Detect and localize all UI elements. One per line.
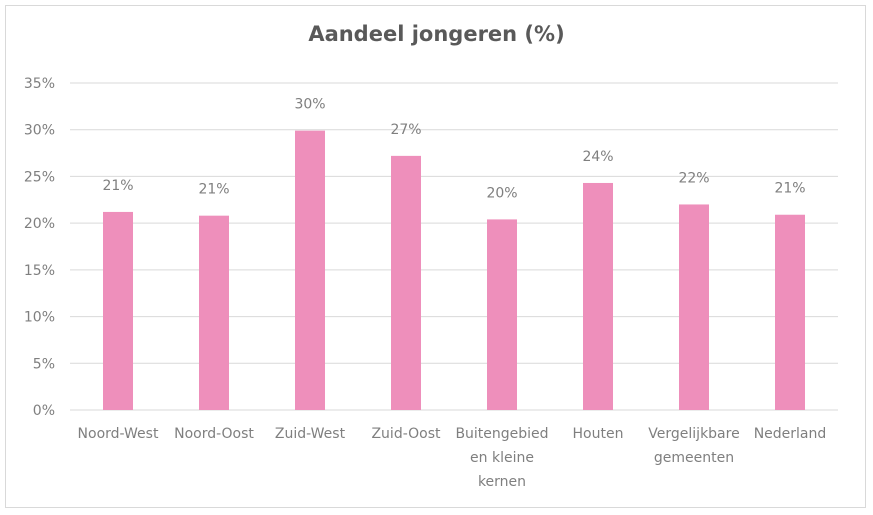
category-label: Vergelijkbare [648, 426, 739, 442]
data-label: 21% [774, 181, 805, 197]
y-tick-label: 0% [33, 403, 55, 419]
category-label: Noord-Oost [174, 426, 254, 442]
data-label: 24% [582, 149, 613, 165]
y-tick-label: 10% [24, 310, 55, 326]
y-axis-tick-labels: 0% 5% 10% 15% 20% 25% 30% 35% [24, 76, 55, 419]
category-label: Houten [573, 426, 624, 442]
y-tick-label: 15% [24, 263, 55, 279]
category-label: Nederland [754, 426, 827, 442]
bar [775, 214, 805, 410]
bar [679, 204, 709, 410]
data-label: 21% [198, 182, 229, 198]
bars [103, 130, 805, 411]
category-label: Noord-West [78, 426, 159, 442]
chart-frame [5, 5, 866, 508]
data-label: 22% [678, 170, 709, 186]
bar [103, 211, 133, 410]
category-label: Zuid-Oost [371, 426, 441, 442]
category-label: Zuid-West [275, 426, 346, 442]
data-label: 27% [390, 122, 421, 138]
y-tick-label: 35% [24, 76, 55, 92]
bar [199, 215, 229, 410]
category-labels: Noord-West Noord-Oost Zuid-West Zuid-Oost Bu… [78, 426, 827, 490]
data-labels: 21% 21% 30% 27% 20% 24% 22% 21% [102, 97, 805, 202]
data-label: 21% [102, 178, 133, 194]
data-label: 20% [486, 185, 517, 201]
y-tick-label: 5% [33, 356, 55, 372]
y-tick-label: 20% [24, 216, 55, 232]
gridlines [70, 82, 838, 411]
data-label: 30% [294, 97, 325, 113]
bar [583, 182, 613, 410]
y-tick-label: 30% [24, 123, 55, 139]
category-label: gemeenten [654, 450, 734, 466]
chart-title: Aandeel jongeren (%) [308, 22, 565, 46]
y-tick-label: 25% [24, 169, 55, 185]
bar [487, 219, 517, 410]
category-label: en kleine [470, 450, 534, 466]
category-label: Buitengebied [455, 426, 548, 442]
bar [295, 130, 325, 411]
bar [391, 155, 421, 410]
category-label: kernen [478, 474, 526, 490]
